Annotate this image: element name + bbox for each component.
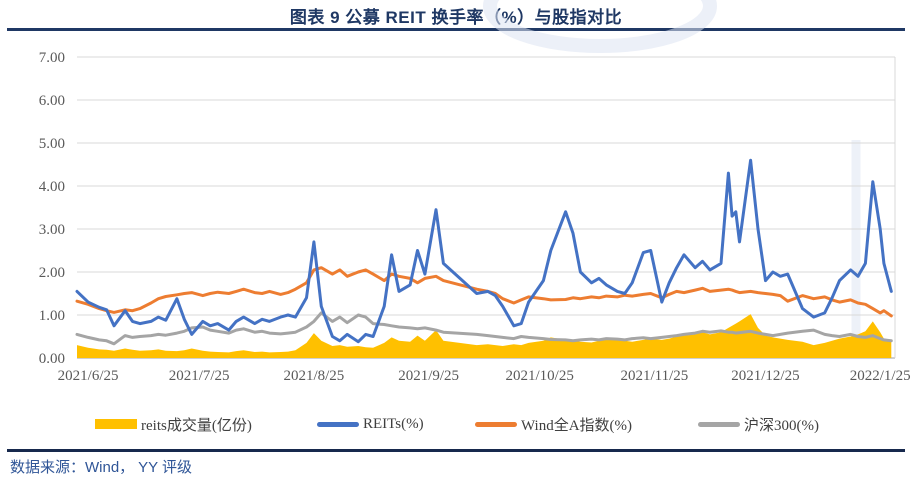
legend-label: REITs(%) — [363, 415, 424, 432]
x-tick-label: 2021/9/25 — [398, 368, 459, 384]
y-tick-label: 5.00 — [39, 136, 65, 152]
legend-label: Wind全A指数(%) — [521, 417, 633, 434]
chart-legend: reits成交量(亿份) REITs(%) Wind全A指数(%) 沪深300(… — [0, 413, 912, 437]
y-tick-label: 0.00 — [39, 351, 65, 367]
source-rule — [7, 449, 905, 452]
x-tick-label: 2021/6/25 — [58, 368, 119, 384]
y-tick-label: 2.00 — [39, 265, 65, 281]
x-tick-label: 2021/8/25 — [283, 368, 344, 384]
wind-all-a-line — [75, 266, 893, 318]
x-tick-label: 2021/10/25 — [505, 368, 573, 384]
x-tick-label: 2022/1/25 — [850, 368, 911, 384]
reits-volume-area — [77, 314, 892, 358]
y-tick-label: 4.00 — [39, 179, 65, 195]
legend-item-hs300: 沪深300(%) — [698, 413, 819, 435]
reits-turnover-swatch — [317, 421, 359, 427]
hs300-line — [75, 311, 893, 346]
reits-turnover-line — [75, 158, 893, 344]
legend-item-wind-all-a: Wind全A指数(%) — [475, 413, 632, 435]
source-text: 数据来源：Wind， YY 评级 — [10, 459, 192, 476]
x-tick-label: 2021/7/25 — [169, 368, 230, 384]
wind-all-a-swatch — [475, 421, 517, 427]
chart-title: 图表 9 公募 REIT 换手率（%）与股指对比 — [289, 8, 623, 27]
y-tick-label: 3.00 — [39, 222, 65, 238]
x-tick-label: 2021/11/25 — [621, 368, 689, 384]
y-tick-label: 7.00 — [39, 50, 65, 66]
y-tick-label: 6.00 — [39, 93, 65, 109]
hs300-swatch — [698, 421, 740, 427]
x-tick-label: 2021/12/25 — [731, 368, 799, 384]
reits-volume-swatch — [95, 419, 137, 429]
title-rule — [7, 28, 905, 31]
legend-label: reits成交量(亿份) — [141, 417, 252, 434]
legend-label: 沪深300(%) — [744, 417, 819, 434]
legend-item-reits-turnover: REITs(%) — [317, 413, 424, 435]
legend-item-reits-volume: reits成交量(亿份) — [95, 413, 252, 435]
y-tick-label: 1.00 — [39, 308, 65, 324]
